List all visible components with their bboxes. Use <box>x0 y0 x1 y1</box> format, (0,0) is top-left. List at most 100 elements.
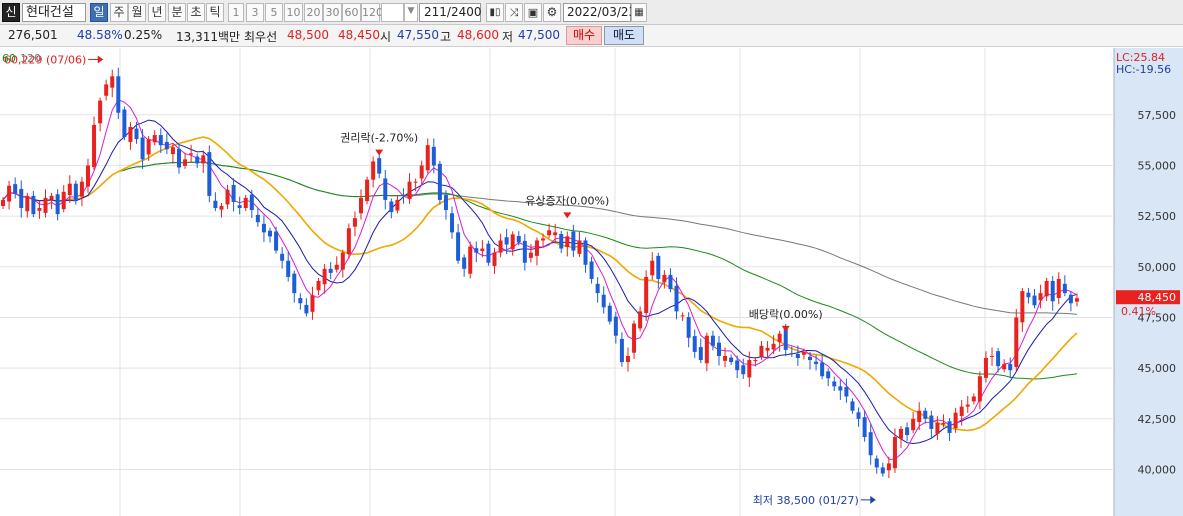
candle <box>1056 272 1061 305</box>
high-annotation: 최고 60,229 (07/06) <box>0 53 86 66</box>
candle-body <box>37 208 42 211</box>
volume-ratio: 48.58% <box>77 28 123 42</box>
interval-10-button[interactable]: 10 <box>284 3 303 22</box>
interval-1-button[interactable]: 1 <box>228 3 244 22</box>
candle-body <box>359 197 364 214</box>
candle-body <box>207 152 212 196</box>
candle-body <box>158 135 163 146</box>
candle-body <box>1026 292 1031 298</box>
candle-body <box>759 345 764 357</box>
candle <box>425 138 430 174</box>
candle-type-icon[interactable]: ▮▯ <box>486 3 504 22</box>
candle <box>528 244 533 263</box>
period-yearly-button[interactable]: 년 <box>148 3 166 22</box>
candle <box>868 423 873 465</box>
period-weekly-button[interactable]: 주 <box>110 3 128 22</box>
candle-body <box>7 185 12 202</box>
candle-body <box>1038 293 1043 301</box>
candle-body <box>541 238 546 241</box>
candle <box>692 329 697 359</box>
candle <box>990 347 995 366</box>
interval-3-button[interactable]: 3 <box>246 3 264 22</box>
candle <box>977 371 982 410</box>
period-tick-button[interactable]: 틱 <box>206 3 224 22</box>
y-tick-label: 42,500 <box>1138 413 1177 426</box>
candlestick-chart-svg[interactable]: 57,500 55,000 52,500 50,000 47,500 45,000 42,5… <box>0 48 1183 516</box>
candle <box>140 128 145 169</box>
custom-interval-field[interactable] <box>381 3 404 22</box>
candle-body <box>929 415 934 429</box>
candle-body <box>261 223 266 233</box>
date-input[interactable]: 2022/03/23 <box>563 3 636 22</box>
gear-icon[interactable]: ⚙ <box>543 3 561 22</box>
candle <box>116 67 121 120</box>
candle-body <box>316 280 321 291</box>
candle <box>911 412 916 434</box>
ma20-line <box>2 136 1078 432</box>
interval-20-button[interactable]: 20 <box>304 3 323 22</box>
candle <box>704 332 709 372</box>
candle-body <box>795 353 800 358</box>
candle-body <box>322 268 327 285</box>
candle <box>462 254 467 277</box>
turnover-rate: 0.25% <box>124 28 163 42</box>
candle <box>953 407 958 433</box>
candle <box>534 237 539 266</box>
interval-dropdown-icon[interactable]: ▼ <box>404 3 418 22</box>
candle <box>365 176 370 205</box>
stock-name-field[interactable]: 현대건설 <box>22 3 86 22</box>
candle <box>225 184 230 210</box>
period-count-field[interactable]: 211/2400 <box>419 3 482 22</box>
candle <box>1068 291 1073 312</box>
candle-body <box>201 155 206 164</box>
candle <box>407 173 412 204</box>
candle <box>820 353 825 380</box>
high-price: 48,600 <box>457 28 499 42</box>
candle <box>735 355 740 379</box>
candle <box>92 116 97 171</box>
interval-120-button[interactable]: 120 <box>361 3 383 22</box>
save-icon[interactable]: ▣ <box>524 3 542 22</box>
price-chart[interactable]: 57,500 55,000 52,500 50,000 47,500 45,000 42,5… <box>0 48 1183 516</box>
candle-body <box>698 347 703 361</box>
candle <box>79 176 84 207</box>
candle-body <box>225 189 230 205</box>
candle <box>723 347 728 368</box>
candle-body <box>680 315 685 317</box>
price-axis-background <box>1114 48 1183 516</box>
low-price: 47,500 <box>518 28 560 42</box>
candle-body <box>686 317 691 338</box>
candle-body <box>941 422 946 425</box>
period-second-button[interactable]: 초 <box>187 3 205 22</box>
interval-30-button[interactable]: 30 <box>323 3 342 22</box>
current-change-label: 0.41% <box>1121 305 1156 318</box>
candle <box>371 156 376 188</box>
trading-amount: 13,311백만 <box>176 30 241 44</box>
candle <box>971 393 976 405</box>
y-tick-label: 55,000 <box>1138 159 1177 172</box>
candle-body <box>996 351 1001 367</box>
candle-body <box>516 235 521 243</box>
calendar-icon[interactable]: ▦ <box>631 3 647 22</box>
candle-body <box>128 126 133 142</box>
rights-off-event: 권리락(-2.70%) <box>340 132 418 145</box>
candle <box>207 145 212 203</box>
sell-button[interactable]: 매도 <box>604 26 644 45</box>
period-daily-button[interactable]: 일 <box>90 3 108 22</box>
buy-button[interactable]: 매수 <box>566 26 602 45</box>
candle-body <box>607 305 612 322</box>
candle <box>716 335 721 366</box>
line-draw-icon[interactable]: ⤨ <box>505 3 523 22</box>
interval-5-button[interactable]: 5 <box>265 3 283 22</box>
interval-60-button[interactable]: 60 <box>342 3 361 22</box>
candle-body <box>140 137 145 160</box>
period-count-value: 211 <box>424 5 447 19</box>
period-minute-button[interactable]: 분 <box>168 3 186 22</box>
high-label: 고 <box>440 30 452 44</box>
candle <box>874 455 879 474</box>
candle-body <box>868 432 873 456</box>
candle-body <box>31 195 36 215</box>
y-tick-label: 40,000 <box>1138 463 1177 476</box>
candle <box>170 144 175 164</box>
period-monthly-button[interactable]: 월 <box>128 3 146 22</box>
